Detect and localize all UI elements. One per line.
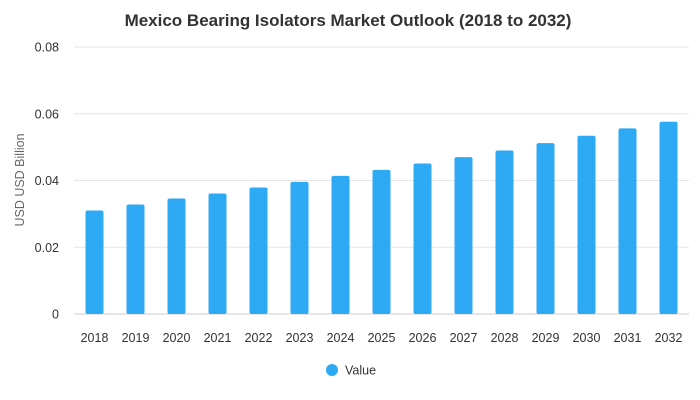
bar-2028[interactable] (495, 150, 514, 314)
x-tick-label: 2030 (573, 331, 601, 345)
y-axis-label: USD USD Billion (13, 133, 27, 226)
x-tick-label: 2022 (245, 331, 273, 345)
y-tick-label: 0.06 (35, 107, 59, 121)
bar-2020[interactable] (167, 198, 186, 314)
y-tick-label: 0.08 (35, 41, 59, 55)
bar-2019[interactable] (126, 204, 145, 314)
x-tick-label: 2032 (655, 331, 683, 345)
bar-2025[interactable] (372, 169, 391, 314)
x-tick-label: 2025 (368, 331, 396, 345)
bar-2024[interactable] (331, 175, 350, 314)
bar-2027[interactable] (454, 157, 473, 314)
x-tick-label: 2020 (163, 331, 191, 345)
bar-2026[interactable] (413, 163, 432, 314)
x-tick-label: 2031 (614, 331, 642, 345)
chart-title: Mexico Bearing Isolators Market Outlook … (125, 11, 572, 30)
bar-2021[interactable] (208, 193, 227, 314)
x-tick-label: 2018 (81, 331, 109, 345)
legend-label-value: Value (345, 364, 376, 378)
bar-2023[interactable] (290, 181, 309, 314)
y-axis-ticks: 0 0.02 0.04 0.06 0.08 (35, 41, 59, 322)
legend[interactable]: Value (326, 364, 376, 378)
x-tick-label: 2021 (204, 331, 232, 345)
bar-2032[interactable] (659, 121, 678, 314)
x-tick-label: 2024 (327, 331, 355, 345)
y-tick-label: 0.04 (35, 174, 59, 188)
bar-2018[interactable] (85, 210, 104, 314)
x-tick-label: 2028 (491, 331, 519, 345)
x-tick-label: 2023 (286, 331, 314, 345)
x-tick-label: 2019 (122, 331, 150, 345)
bar-2022[interactable] (249, 187, 268, 314)
y-tick-label: 0 (52, 308, 59, 322)
legend-marker-value (326, 364, 338, 376)
x-axis-ticks: 2018 2019 2020 2021 2022 2023 2024 2025 2026 2027… (81, 331, 683, 345)
x-tick-label: 2027 (450, 331, 478, 345)
bars (85, 121, 678, 314)
bar-2030[interactable] (577, 135, 596, 314)
x-tick-label: 2026 (409, 331, 437, 345)
bar-2031[interactable] (618, 128, 637, 314)
bar-2029[interactable] (536, 143, 555, 314)
y-tick-label: 0.02 (35, 241, 59, 255)
x-tick-label: 2029 (532, 331, 560, 345)
